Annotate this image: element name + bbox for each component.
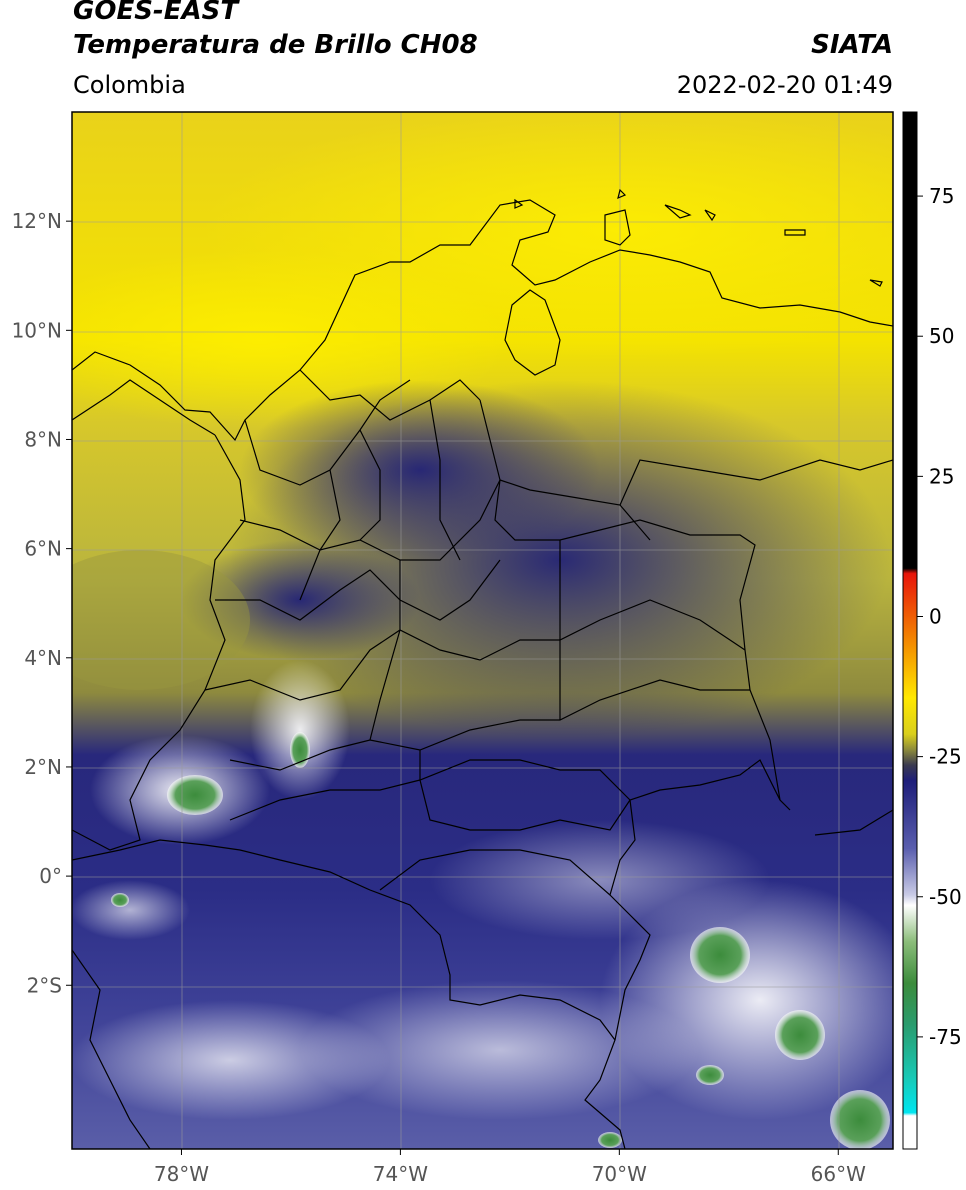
- lon-tick-label: 70°W: [592, 1162, 647, 1186]
- colorbar-scale: [902, 111, 918, 1150]
- colorbar-tick-label: -75: [929, 1025, 962, 1049]
- brightness-temperature-field: [72, 112, 893, 1149]
- lon-tick-label: 78°W: [154, 1162, 209, 1186]
- colorbar-tick-label: 25: [929, 464, 954, 488]
- lat-tick-label: 10°N: [12, 318, 62, 342]
- region-label: Colombia: [73, 71, 186, 99]
- colorbar: 75 50 25 0 -25 -50 -75: [902, 111, 962, 1150]
- colorbar-tick-label: -25: [929, 745, 962, 769]
- colorbar-tick-label: 50: [929, 324, 954, 348]
- lon-tick-label: 74°W: [373, 1162, 428, 1186]
- lat-tick-label: 0°: [39, 864, 62, 888]
- lat-tick-label: 4°N: [24, 646, 62, 670]
- lat-tick-label: 2°N: [24, 755, 62, 779]
- lat-tick-label: 2°S: [27, 973, 62, 997]
- organization-label: SIATA: [811, 30, 893, 60]
- colorbar-tick-label: 75: [929, 184, 954, 208]
- colorbar-tick-labels: 75 50 25 0 -25 -50 -75: [917, 184, 962, 1049]
- latitude-tick-labels: 12°N 10°N 8°N 6°N 4°N 2°N 0° 2°S: [12, 209, 72, 997]
- datetime-label: 2022-02-20 01:49: [676, 71, 893, 99]
- longitude-tick-labels: 78°W 74°W 70°W 66°W: [154, 1149, 866, 1186]
- lat-tick-label: 8°N: [24, 427, 62, 451]
- colorbar-tick-label: 0: [929, 604, 942, 628]
- lat-tick-label: 6°N: [24, 537, 62, 561]
- product-title: Temperatura de Brillo CH08: [73, 30, 478, 60]
- lon-tick-label: 66°W: [811, 1162, 866, 1186]
- borders: [72, 188, 893, 1149]
- satellite-title: GOES-EAST: [73, 0, 239, 26]
- colorbar-tick-label: -50: [929, 885, 962, 909]
- lat-tick-label: 12°N: [12, 209, 62, 233]
- map-frame: [71, 111, 894, 1150]
